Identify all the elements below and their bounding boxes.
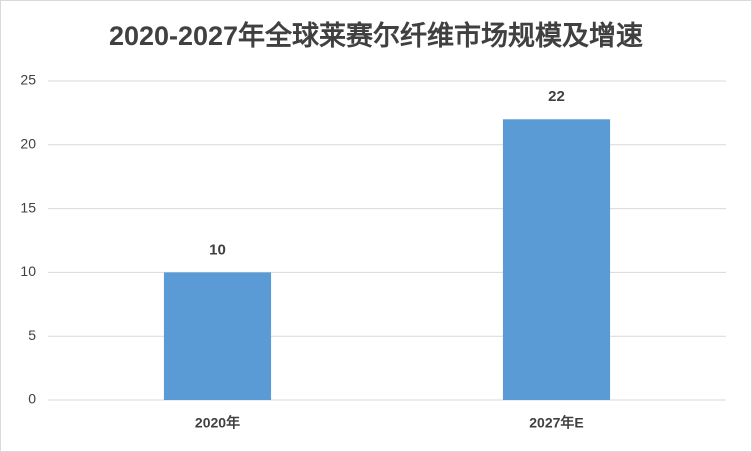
y-tick-label: 0 <box>28 391 36 407</box>
x-tick-label: 2027年E <box>529 415 583 431</box>
x-tick-label: 2020年 <box>195 415 240 431</box>
y-tick-label: 10 <box>20 263 36 279</box>
y-tick-label: 5 <box>28 327 36 343</box>
data-label: 22 <box>548 88 565 105</box>
y-tick-label: 25 <box>20 72 36 88</box>
bar <box>163 272 272 400</box>
bar <box>502 119 611 400</box>
y-tick-label: 20 <box>20 136 36 152</box>
data-label: 10 <box>209 241 226 258</box>
chart-title: 2020-2027年全球莱赛尔纤维市场规模及增速 <box>109 20 643 51</box>
y-tick-label: 15 <box>20 199 36 215</box>
